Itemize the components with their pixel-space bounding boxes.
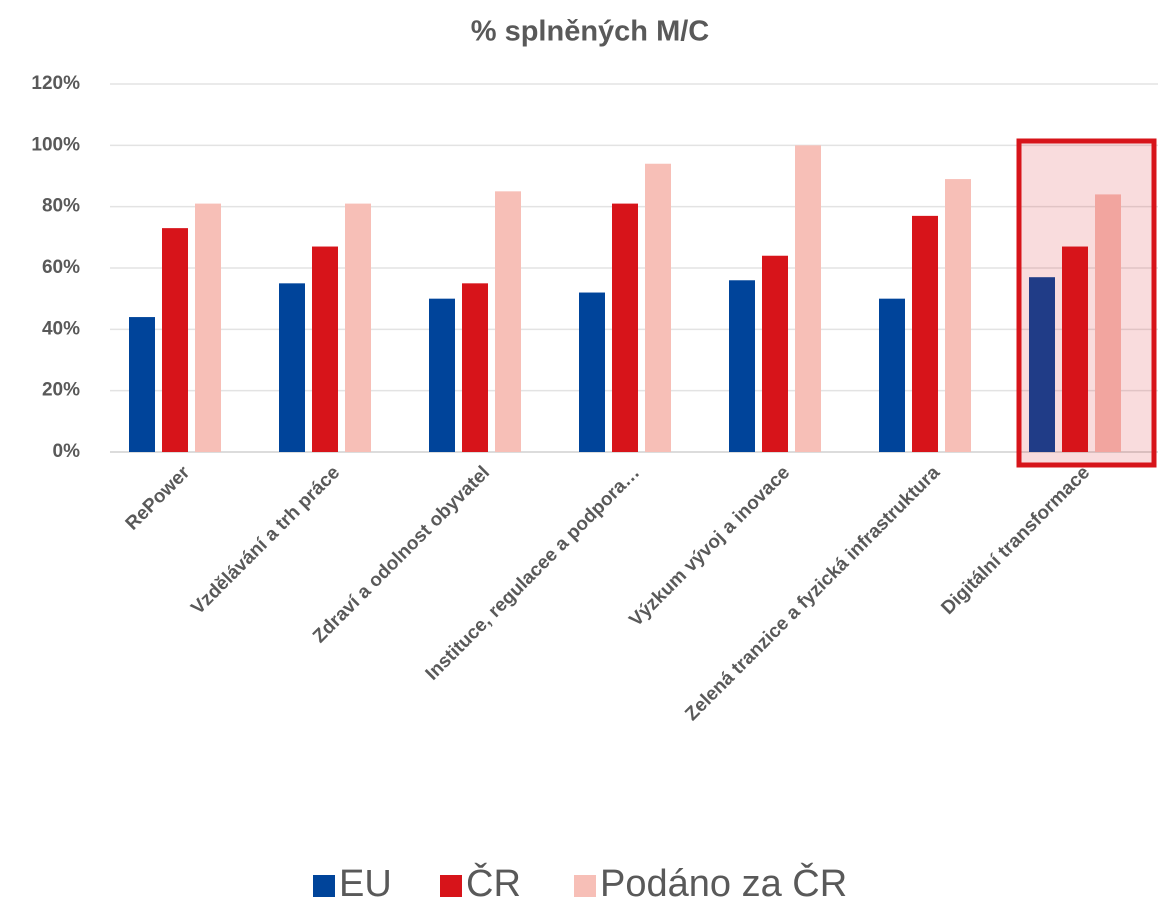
bar xyxy=(345,203,371,452)
bar xyxy=(312,246,338,452)
bar xyxy=(729,280,755,452)
y-tick-label: 120% xyxy=(31,73,80,94)
bar xyxy=(879,298,905,452)
x-tick-label: Digitální transformace xyxy=(937,462,1094,619)
x-tick-label: Vzdělávání a trh práce xyxy=(187,462,344,619)
y-tick-label: 40% xyxy=(42,318,80,339)
y-tick-label: 0% xyxy=(53,441,81,462)
bar xyxy=(495,191,521,453)
legend-swatch xyxy=(440,875,462,897)
bar xyxy=(945,179,971,453)
bar xyxy=(762,255,788,452)
y-tick-label: 20% xyxy=(42,380,80,401)
x-tick-label: Zdraví a odolnost obyvatel xyxy=(309,462,494,647)
bar xyxy=(612,203,638,452)
bar xyxy=(1062,246,1088,452)
bar xyxy=(1095,194,1121,452)
bar xyxy=(429,298,455,452)
bar xyxy=(579,292,605,452)
legend-swatch xyxy=(313,875,335,897)
bar xyxy=(195,203,221,452)
bar xyxy=(279,283,305,452)
y-tick-label: 100% xyxy=(31,134,80,155)
bar xyxy=(1029,277,1055,452)
highlight-box xyxy=(1016,138,1157,468)
legend-label: ČR xyxy=(466,861,521,903)
y-tick-label: 60% xyxy=(42,257,80,278)
x-tick-label: Zelená tranzice a fyzická infrastruktura xyxy=(681,462,944,725)
bar xyxy=(162,228,188,452)
x-tick-label: RePower xyxy=(122,462,195,535)
x-tick-label: Výzkum vývoj a inovace xyxy=(625,462,794,631)
legend-label: Podáno za ČR xyxy=(600,861,847,903)
bar xyxy=(912,215,938,452)
legend-swatch xyxy=(574,875,596,897)
y-tick-label: 80% xyxy=(42,196,80,217)
bar xyxy=(645,163,671,452)
bar xyxy=(795,145,821,453)
chart-title: % splněných M/C xyxy=(471,16,710,48)
bar xyxy=(129,317,155,452)
legend-label: EU xyxy=(339,863,392,903)
bar xyxy=(462,283,488,452)
